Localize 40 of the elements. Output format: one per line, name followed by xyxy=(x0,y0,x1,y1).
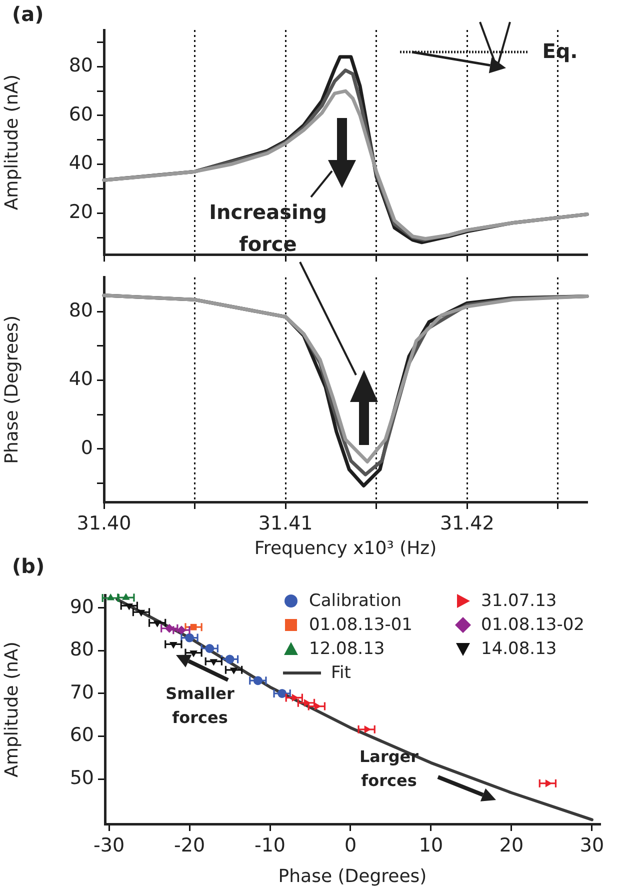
annotation: Increasing force xyxy=(208,199,328,258)
y-tick-label: 80 xyxy=(68,300,93,322)
y-tick-label: 60 xyxy=(68,103,93,126)
legend-label: Calibration xyxy=(309,591,402,611)
chart-title: (b) xyxy=(12,554,45,578)
x-tick-label: -30 xyxy=(94,834,125,856)
x-tick-label: 20 xyxy=(499,834,524,856)
chart-title: (a) xyxy=(12,2,44,26)
y-axis-title: Amplitude (nA) xyxy=(1,74,22,210)
legend-label: Fit xyxy=(331,663,351,683)
x-tick-label: 30 xyxy=(580,834,604,856)
y-tick-label: 70 xyxy=(70,681,94,704)
y-tick-label: 0 xyxy=(80,436,93,459)
legend-label: 14.08.13 xyxy=(481,639,557,659)
x-tick-label: 10 xyxy=(418,834,444,856)
legend-label: 01.08.13-01 xyxy=(309,615,412,635)
x-axis-title: Frequency x10³ (Hz) xyxy=(254,538,437,559)
x-tick-label: -10 xyxy=(254,834,286,856)
x-tick-label: -20 xyxy=(174,834,206,856)
y-axis-title: Amplitude (nA) xyxy=(1,642,22,778)
legend-label: 01.08.13-02 xyxy=(481,615,584,635)
y-tick-label: 50 xyxy=(70,766,94,789)
y-tick-label: 40 xyxy=(68,152,93,174)
x-axis-title: Phase (Degrees) xyxy=(278,866,427,887)
legend-label: 31.07.13 xyxy=(481,591,557,611)
y-tick-label: 80 xyxy=(70,638,94,661)
annotation: Larger forces xyxy=(358,746,420,792)
annotation: Eq. xyxy=(541,38,579,64)
y-tick-label: 90 xyxy=(70,596,94,618)
legend-label: 12.08.13 xyxy=(309,639,385,659)
x-tick-label: 0 xyxy=(344,834,357,856)
y-tick-label: 20 xyxy=(68,201,93,224)
x-tick-label: 31.41 xyxy=(258,512,313,534)
y-tick-label: 60 xyxy=(70,724,94,746)
y-tick-label: 40 xyxy=(68,368,93,390)
x-tick-label: 31.42 xyxy=(440,512,494,534)
y-tick-label: 80 xyxy=(68,54,93,77)
y-axis-title: Phase (Degrees) xyxy=(1,315,22,464)
x-tick-label: 31.40 xyxy=(76,512,132,534)
annotation: Smaller forces xyxy=(164,683,236,729)
